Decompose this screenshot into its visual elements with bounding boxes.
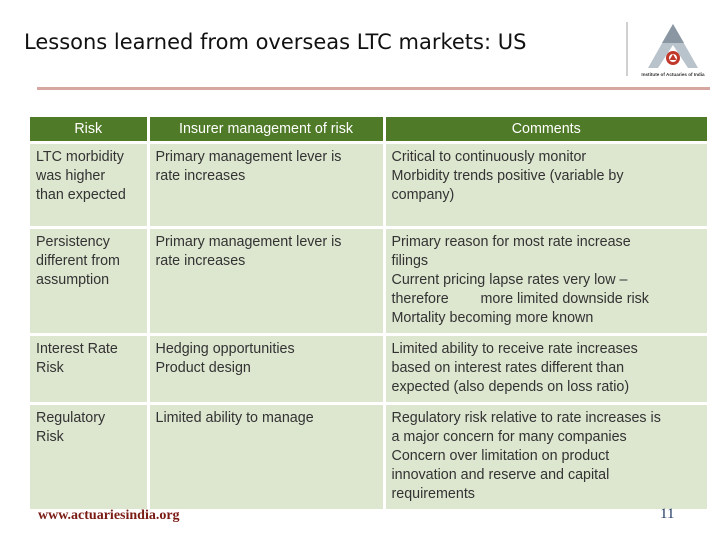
comments-cell: Critical to continuously monitor Morbidi…: [384, 142, 707, 229]
risk-cell: Persistency different from assumption: [30, 227, 150, 336]
table-row: Persistency different from assumption Pr…: [30, 227, 707, 336]
risk-cell: Regulatory Risk: [30, 403, 150, 512]
institute-logo-icon: [648, 24, 698, 68]
table-row: Regulatory Risk Limited ability to manag…: [30, 403, 707, 512]
header-comments: Comments: [384, 117, 707, 144]
lessons-table: Risk Insurer management of risk Comments…: [30, 117, 707, 512]
management-cell: Hedging opportunities Product design: [148, 334, 386, 405]
slide-title: Lessons learned from overseas LTC market…: [24, 30, 527, 54]
management-cell: Primary management lever is rate increas…: [148, 142, 386, 229]
header-insurer-management: Insurer management of risk: [148, 117, 386, 144]
comments-cell: Primary reason for most rate increase fi…: [384, 227, 707, 336]
table-row: LTC morbidity was higher than expected P…: [30, 142, 707, 229]
management-cell: Primary management lever is rate increas…: [148, 227, 386, 336]
logo-divider: [626, 22, 628, 76]
page-number: 11: [660, 506, 675, 522]
title-divider: [37, 87, 710, 90]
risk-cell: Interest Rate Risk: [30, 334, 150, 405]
risk-cell: LTC morbidity was higher than expected: [30, 142, 150, 229]
table-header-row: Risk Insurer management of risk Comments: [30, 117, 707, 144]
footer-website-link[interactable]: www.actuariesindia.org: [38, 508, 180, 523]
table-row: Interest Rate Risk Hedging opportunities…: [30, 334, 707, 405]
comments-cell: Limited ability to receive rate increase…: [384, 334, 707, 405]
header-risk: Risk: [30, 117, 150, 144]
management-cell: Limited ability to manage: [148, 403, 386, 512]
logo-caption: Institute of Actuaries of India: [641, 72, 705, 77]
comments-cell: Regulatory risk relative to rate increas…: [384, 403, 707, 512]
